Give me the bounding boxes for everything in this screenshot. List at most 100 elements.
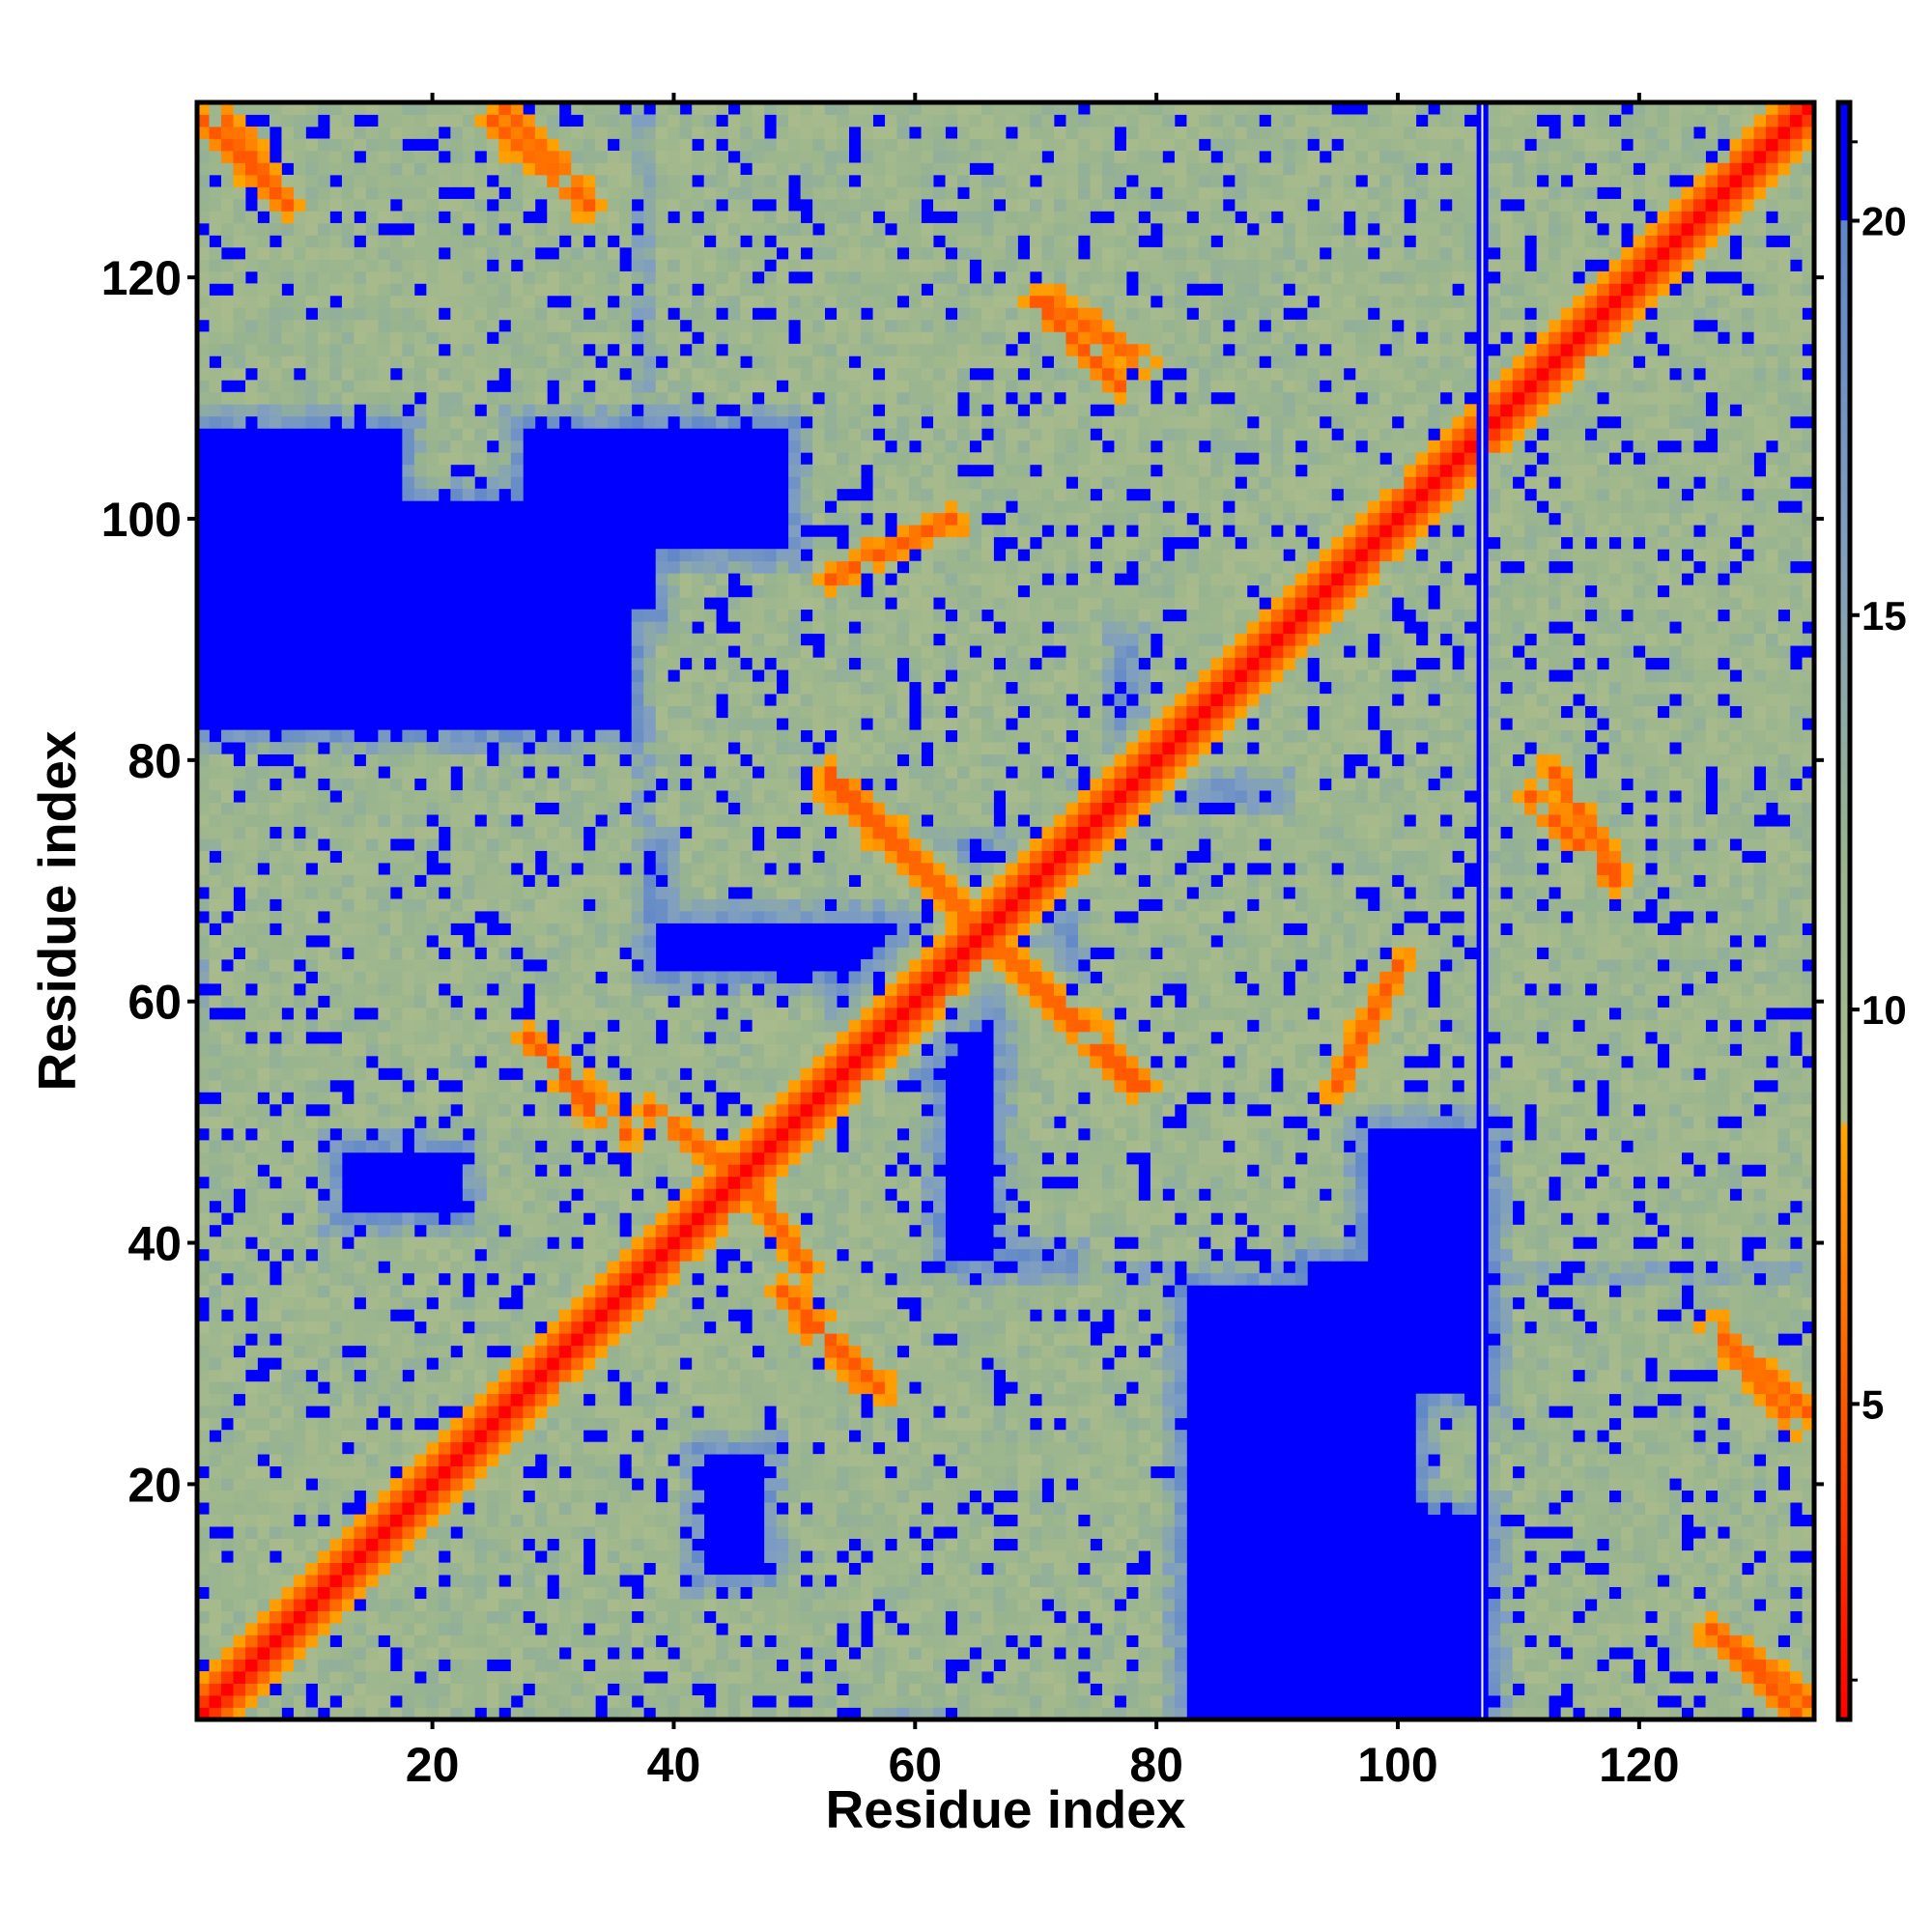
heatmap-cell bbox=[1114, 1212, 1127, 1226]
heatmap-cell bbox=[450, 1140, 464, 1153]
heatmap-cell bbox=[776, 1683, 789, 1696]
heatmap-cell bbox=[655, 1586, 668, 1600]
heatmap-cell bbox=[1138, 1599, 1151, 1611]
heatmap-cell bbox=[365, 1550, 379, 1563]
heatmap-cell bbox=[244, 1200, 258, 1213]
heatmap-cell bbox=[1125, 1103, 1139, 1117]
heatmap-cell bbox=[510, 1478, 524, 1492]
heatmap-cell bbox=[498, 1623, 512, 1635]
heatmap-cell bbox=[1621, 1406, 1634, 1419]
heatmap-cell bbox=[1006, 1550, 1018, 1563]
heatmap-cell bbox=[1415, 1406, 1429, 1419]
heatmap-cell bbox=[257, 1296, 270, 1310]
heatmap-cell bbox=[1608, 1538, 1622, 1551]
heatmap-cell bbox=[341, 1333, 355, 1347]
heatmap-cell bbox=[993, 1309, 1007, 1322]
heatmap-cell bbox=[1645, 1550, 1658, 1563]
heatmap-cell bbox=[1331, 1116, 1345, 1129]
heatmap-cell bbox=[269, 1224, 282, 1237]
heatmap-cell bbox=[595, 1092, 609, 1105]
heatmap-cell bbox=[1029, 1406, 1042, 1419]
heatmap-cell bbox=[957, 1671, 970, 1684]
heatmap-cell bbox=[341, 1116, 355, 1129]
heatmap-cell bbox=[1053, 1465, 1066, 1479]
heatmap-cell bbox=[305, 1538, 319, 1551]
heatmap-cell bbox=[1621, 1188, 1646, 1202]
heatmap-cell bbox=[1633, 1478, 1646, 1492]
heatmap-cell bbox=[281, 1357, 295, 1371]
heatmap-cell bbox=[848, 1272, 862, 1286]
heatmap-cell bbox=[655, 1683, 668, 1696]
heatmap-cell bbox=[1681, 1599, 1694, 1611]
heatmap-cell bbox=[595, 1127, 609, 1141]
heatmap-cell bbox=[1090, 1236, 1115, 1250]
heatmap-cell bbox=[1077, 1623, 1091, 1635]
heatmap-cell bbox=[619, 1538, 633, 1551]
heatmap-cell bbox=[1524, 1586, 1538, 1600]
heatmap-cell bbox=[354, 1333, 367, 1347]
heatmap-cell bbox=[1307, 1140, 1321, 1153]
heatmap-cell bbox=[668, 1490, 681, 1503]
heatmap-cell bbox=[1041, 1116, 1055, 1129]
heatmap-cell bbox=[933, 1659, 946, 1672]
heatmap-cell bbox=[1006, 1647, 1018, 1660]
heatmap-cell bbox=[1090, 1647, 1103, 1660]
heatmap-cell bbox=[341, 1575, 355, 1587]
heatmap-cell bbox=[1705, 1140, 1719, 1153]
heatmap-cell bbox=[1536, 1176, 1549, 1189]
heatmap-cell bbox=[595, 1526, 609, 1540]
heatmap-cell bbox=[1125, 1610, 1139, 1624]
heatmap-cell bbox=[776, 1103, 789, 1117]
heatmap-cell bbox=[861, 1430, 873, 1443]
heatmap-cell bbox=[365, 1695, 379, 1708]
heatmap-cell bbox=[582, 1333, 596, 1347]
heatmap-cell bbox=[1077, 1381, 1091, 1395]
heatmap-cell bbox=[1138, 1514, 1151, 1527]
heatmap-cell bbox=[197, 1550, 210, 1563]
heatmap-cell bbox=[486, 1575, 499, 1587]
heatmap-cell bbox=[800, 1441, 813, 1455]
heatmap-cell bbox=[233, 1575, 246, 1587]
heatmap-cell bbox=[1077, 1188, 1091, 1202]
heatmap-cell bbox=[800, 1430, 813, 1443]
heatmap-cell bbox=[716, 1236, 729, 1250]
heatmap-cell bbox=[703, 1381, 717, 1395]
heatmap-cell bbox=[788, 1430, 802, 1443]
heatmap-cell bbox=[257, 1212, 270, 1226]
heatmap-cell bbox=[1017, 1164, 1031, 1178]
heatmap-cell bbox=[523, 1562, 536, 1576]
heatmap-cell bbox=[1802, 1236, 1815, 1250]
heatmap-cell bbox=[909, 1103, 922, 1117]
heatmap-cell bbox=[450, 1393, 464, 1406]
heatmap-cell bbox=[861, 1103, 873, 1117]
heatmap-cell bbox=[896, 1575, 910, 1587]
heatmap-cell bbox=[957, 1478, 970, 1492]
heatmap-cell bbox=[848, 1381, 862, 1395]
heatmap-cell bbox=[1114, 1296, 1127, 1310]
heatmap-cell bbox=[1633, 1550, 1646, 1563]
heatmap-cell bbox=[885, 1200, 897, 1213]
heatmap-cell bbox=[957, 1465, 970, 1479]
heatmap-cell bbox=[1548, 1599, 1562, 1611]
heatmap-cell bbox=[1608, 1634, 1622, 1648]
heatmap-cell bbox=[244, 1707, 258, 1720]
heatmap-cell bbox=[341, 1369, 355, 1382]
heatmap-cell bbox=[1101, 1369, 1115, 1382]
heatmap-cell bbox=[1114, 1562, 1127, 1576]
heatmap-cell bbox=[1669, 1212, 1682, 1226]
heatmap-cell bbox=[317, 1333, 330, 1347]
heatmap-cell bbox=[1621, 1490, 1634, 1503]
heatmap-cell bbox=[498, 1140, 512, 1153]
heatmap-cell bbox=[486, 1164, 499, 1178]
heatmap-cell bbox=[510, 1514, 524, 1527]
heatmap-cell bbox=[510, 1659, 524, 1672]
heatmap-cell bbox=[957, 1538, 970, 1551]
heatmap-cell bbox=[1718, 1538, 1730, 1551]
heatmap-cell bbox=[1246, 1212, 1260, 1226]
heatmap-cell bbox=[896, 1224, 910, 1237]
heatmap-cell bbox=[1077, 1176, 1091, 1189]
heatmap-cell bbox=[510, 1248, 524, 1262]
heatmap-cell bbox=[679, 1430, 693, 1443]
heatmap-cell bbox=[1512, 1478, 1525, 1492]
heatmap-cell bbox=[1090, 1441, 1103, 1455]
